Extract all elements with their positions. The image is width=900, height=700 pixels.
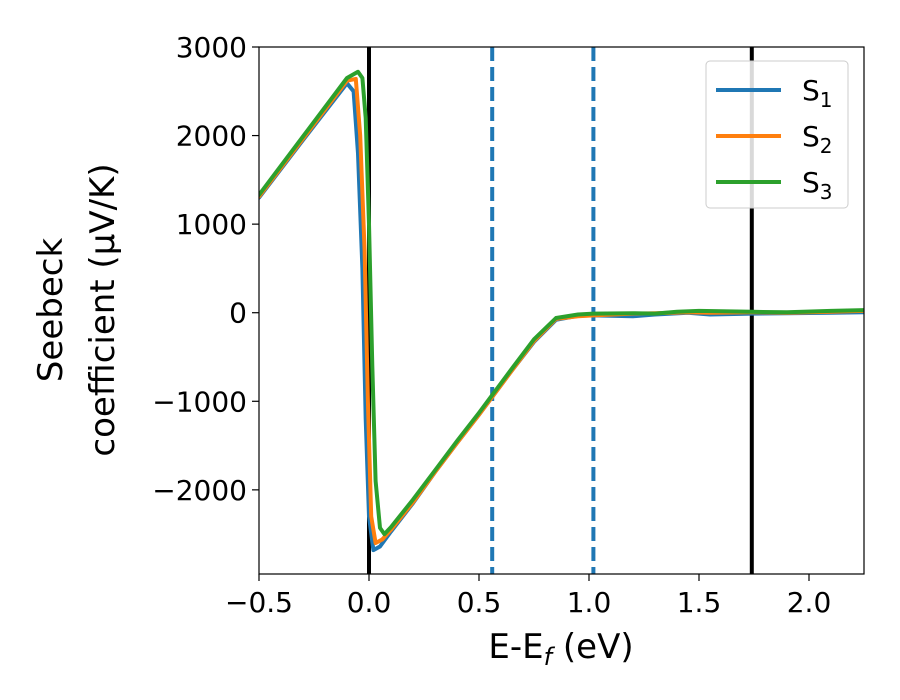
y-tick-label: 1000 [176, 208, 247, 241]
plot-frame [258, 46, 865, 575]
x-tick-label: 1.0 [567, 586, 612, 619]
x-tick-label: 1.5 [677, 586, 722, 619]
y-tick-label: 3000 [176, 31, 247, 64]
x-tick-label: 2.0 [787, 586, 832, 619]
legend: S1 S2 S3 [705, 60, 849, 209]
y-axis-title-line1: Seebeck [31, 238, 71, 383]
x-tick-label: 0.0 [347, 586, 392, 619]
legend-label-s3: S3 [802, 166, 833, 204]
y-axis-title-line2: coefficient (μV/K) [83, 163, 123, 456]
legend-label-s2: S2 [802, 120, 833, 158]
x-axis-title: E-Ef (eV) [488, 627, 633, 671]
y-tick-label: −1000 [152, 385, 247, 418]
y-tick-label: 2000 [176, 120, 247, 153]
y-tick-label: −2000 [152, 474, 247, 507]
x-tick-label: −0.5 [225, 586, 293, 619]
y-tick-label: 0 [229, 297, 247, 330]
legend-label-s1: S1 [802, 74, 833, 112]
x-tick-label: 0.5 [457, 586, 502, 619]
series-line-s3 [259, 69, 864, 537]
